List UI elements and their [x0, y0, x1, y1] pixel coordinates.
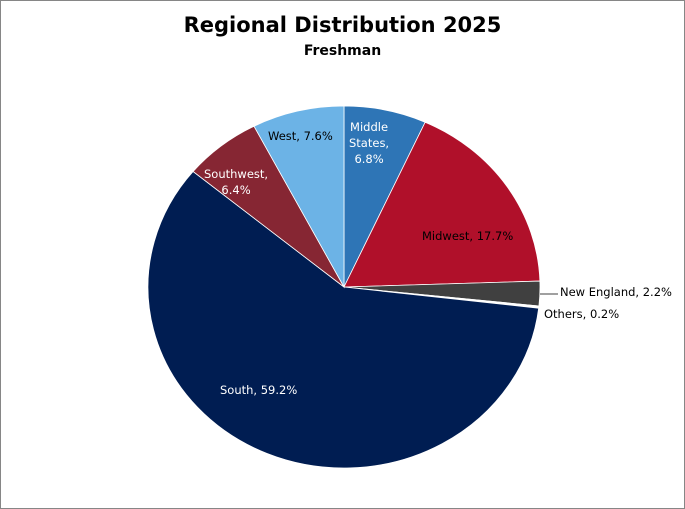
- label-midwest: Midwest, 17.7%: [422, 229, 514, 243]
- label-new-england: New England, 2.2%: [560, 285, 672, 299]
- label-line: 6.4%: [221, 183, 251, 197]
- label-line: Southwest,: [204, 167, 269, 181]
- label-line: States,: [349, 136, 390, 150]
- pie-slice-midwest: [343, 121, 541, 288]
- label-middle-states: Middle States, 6.8%: [349, 119, 389, 167]
- chart-subtitle: Freshman: [303, 43, 382, 59]
- label-west: West, 7.6%: [268, 129, 333, 143]
- pie-slice-south: [147, 170, 540, 469]
- pie-slice-west: [253, 105, 345, 289]
- label-southwest: Southwest, 6.4%: [204, 166, 268, 198]
- chart-title: Regional Distribution 2025: [183, 13, 502, 37]
- label-line: 6.8%: [354, 152, 384, 166]
- label-others: Others, 0.2%: [544, 307, 620, 321]
- label-line: Middle: [350, 120, 389, 134]
- label-south: South, 59.2%: [220, 383, 298, 397]
